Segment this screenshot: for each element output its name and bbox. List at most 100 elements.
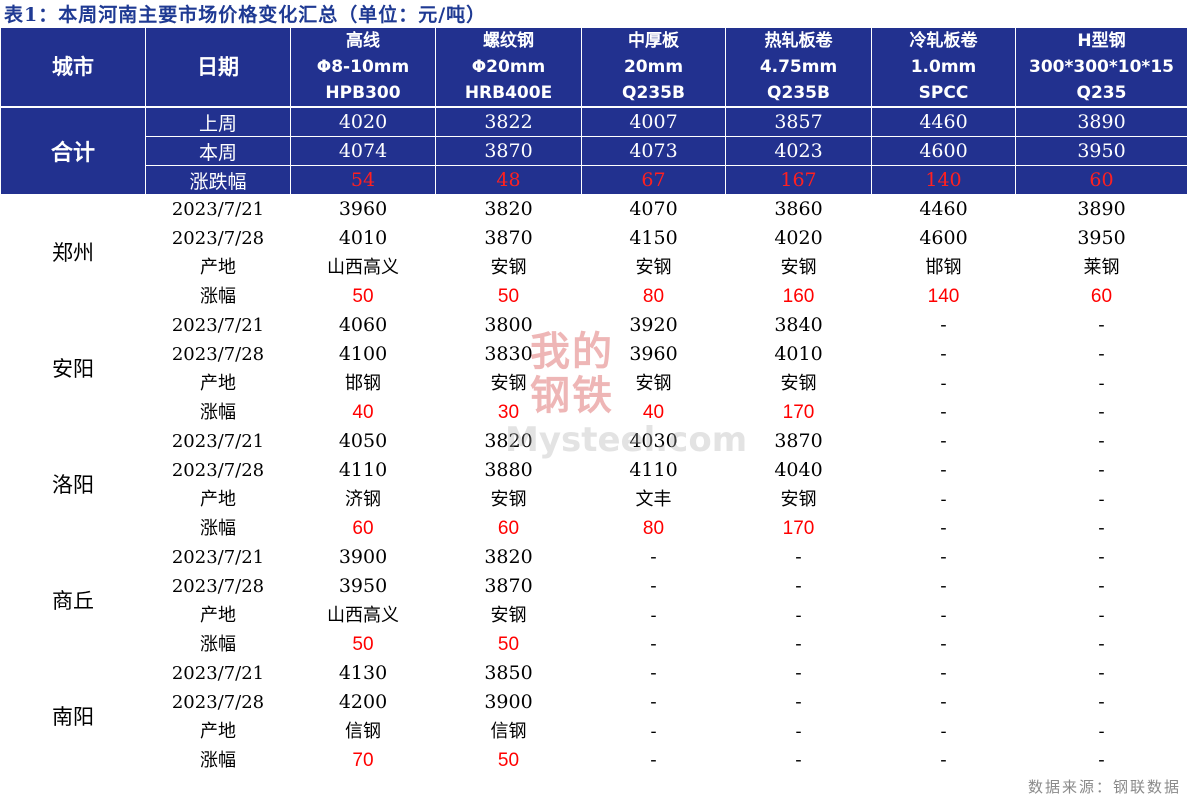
header-date: 日期	[145, 28, 291, 107]
row-label: 2023/7/21	[171, 663, 265, 684]
table-cell: 信钢	[490, 721, 527, 742]
table-cell: 4010	[338, 227, 388, 249]
table-row: 涨幅 40 30 40 170 - -	[1, 398, 1187, 427]
table-cell: 山西高义	[327, 257, 399, 278]
table-cell: 3890	[1015, 106, 1187, 137]
table-cell: 3820	[484, 546, 533, 568]
table-cell: -	[940, 633, 947, 655]
table-cell: -	[940, 373, 947, 394]
table-cell: -	[795, 575, 802, 597]
table-cell: -	[650, 662, 657, 684]
table-cell: 邯钢	[925, 257, 962, 278]
table-cell: 4460	[871, 106, 1016, 137]
table-cell: -	[1098, 489, 1105, 510]
table-cell: 4073	[581, 136, 726, 166]
table-cell: 70	[352, 750, 374, 771]
table-cell: -	[940, 662, 947, 684]
table-row: 商丘 2023/7/21 3900 3820 - - - -	[1, 543, 1187, 613]
table-cell: 3840	[774, 314, 823, 336]
table-cell: 50	[352, 634, 374, 655]
table-cell: 50	[497, 286, 520, 307]
header-city: 城市	[0, 28, 146, 107]
table-cell: 4020	[774, 227, 823, 249]
table-cell: -	[1098, 605, 1105, 626]
table-cell: 3880	[484, 459, 533, 481]
table-cell: 60	[352, 518, 374, 539]
table-row: 2023/7/28 4010 3870 4150 4020 4600 3950	[1, 224, 1187, 253]
table-cell: -	[650, 633, 657, 655]
table-cell: 40	[352, 402, 374, 423]
city-section: 郑州 2023/7/21 3960 3820 4070 3860 4460 3890 2023/…	[1, 195, 1187, 776]
header-product: 热轧板卷 4.75mm Q235B	[725, 28, 872, 107]
table-cell: 3800	[484, 314, 533, 336]
city-name: 郑州	[52, 240, 94, 265]
table-cell: 60	[1090, 286, 1113, 307]
row-label: 2023/7/28	[171, 460, 265, 481]
table-cell: 3920	[629, 314, 678, 336]
summary-row: 本周 4074 3870 4073 4023 4600 3950	[1, 136, 1187, 166]
row-label: 2023/7/28	[171, 576, 265, 597]
row-label: 2023/7/28	[171, 692, 265, 713]
table-row: 产地 山西高义 安钢 - - - -	[1, 601, 1187, 630]
table-cell: 3900	[484, 691, 533, 713]
table-cell: 30	[497, 402, 520, 423]
table-cell: -	[940, 401, 947, 423]
table-cell: -	[940, 517, 947, 539]
table-cell: -	[1098, 314, 1105, 336]
summary-row: 合计 上周 4020 3822 4007 3857 4460 3890	[0, 106, 1187, 195]
table-cell: 4100	[338, 343, 388, 365]
table-cell: 4150	[629, 227, 678, 249]
table-cell: 3870	[484, 227, 533, 249]
table-row: 涨幅 50 50 - - - -	[1, 630, 1187, 659]
table-cell: 167	[725, 165, 872, 195]
row-label: 产地	[200, 489, 236, 510]
table-cell: -	[940, 430, 947, 452]
table-cell: -	[1098, 430, 1105, 452]
row-label: 涨幅	[200, 518, 236, 539]
table-cell: 4007	[581, 106, 726, 137]
table-cell: -	[1098, 633, 1105, 655]
row-label: 2023/7/21	[171, 431, 265, 452]
summary-row: 涨跌幅 54 48 67 167 140 60	[1, 165, 1187, 195]
table-cell: 4110	[629, 459, 678, 481]
table-cell: 50	[497, 634, 520, 655]
table-row: 安阳 2023/7/21 4060 3800 3920 3840 - -	[1, 311, 1187, 381]
table-cell: 安钢	[635, 257, 672, 278]
table-cell: -	[940, 605, 947, 626]
table-title: 表1：本周河南主要市场价格变化汇总（单位：元/吨）	[4, 4, 487, 26]
table-cell: 3860	[774, 198, 823, 220]
table-cell: -	[795, 633, 802, 655]
table-cell: -	[650, 605, 657, 626]
row-label: 2023/7/28	[171, 344, 265, 365]
table-cell: 170	[782, 402, 815, 423]
row-label: 产地	[200, 373, 236, 394]
table-row: 2023/7/28 4110 3880 4110 4040 - -	[1, 456, 1187, 485]
table-cell: -	[650, 691, 657, 713]
table-cell: -	[650, 546, 657, 568]
table-cell: 3950	[338, 575, 388, 597]
table-cell: -	[1098, 691, 1105, 713]
price-table: 城市 日期 高线 Φ8-10mm HPB300 螺纹钢 Φ20mm HRB400E 中厚…	[0, 28, 1187, 775]
table-cell: 3960	[629, 343, 678, 365]
table-cell: 3890	[1077, 198, 1126, 220]
table-row: 涨幅 50 50 80 160 140 60	[1, 282, 1187, 311]
table-cell: -	[940, 749, 947, 771]
table-cell: -	[650, 575, 657, 597]
table-cell: 安钢	[635, 373, 672, 394]
table-cell: 140	[871, 165, 1016, 195]
table-cell: -	[940, 343, 947, 365]
table-cell: 3822	[435, 106, 582, 137]
table-cell: 60	[1015, 165, 1187, 195]
table-row: 南阳 2023/7/21 4130 3850 - - - -	[1, 659, 1187, 729]
table-cell: 3870	[484, 575, 533, 597]
row-label: 涨幅	[200, 634, 236, 655]
table-cell: 40	[642, 402, 665, 423]
table-cell: -	[1098, 373, 1105, 394]
city-name: 商丘	[52, 588, 94, 613]
table-cell: 4600	[871, 136, 1016, 166]
table-row: 2023/7/28 3950 3870 - - - -	[1, 572, 1187, 601]
row-label: 2023/7/21	[171, 199, 265, 220]
table-cell: 4600	[919, 227, 968, 249]
table-cell: 4070	[629, 198, 678, 220]
row-label: 涨幅	[200, 750, 236, 771]
